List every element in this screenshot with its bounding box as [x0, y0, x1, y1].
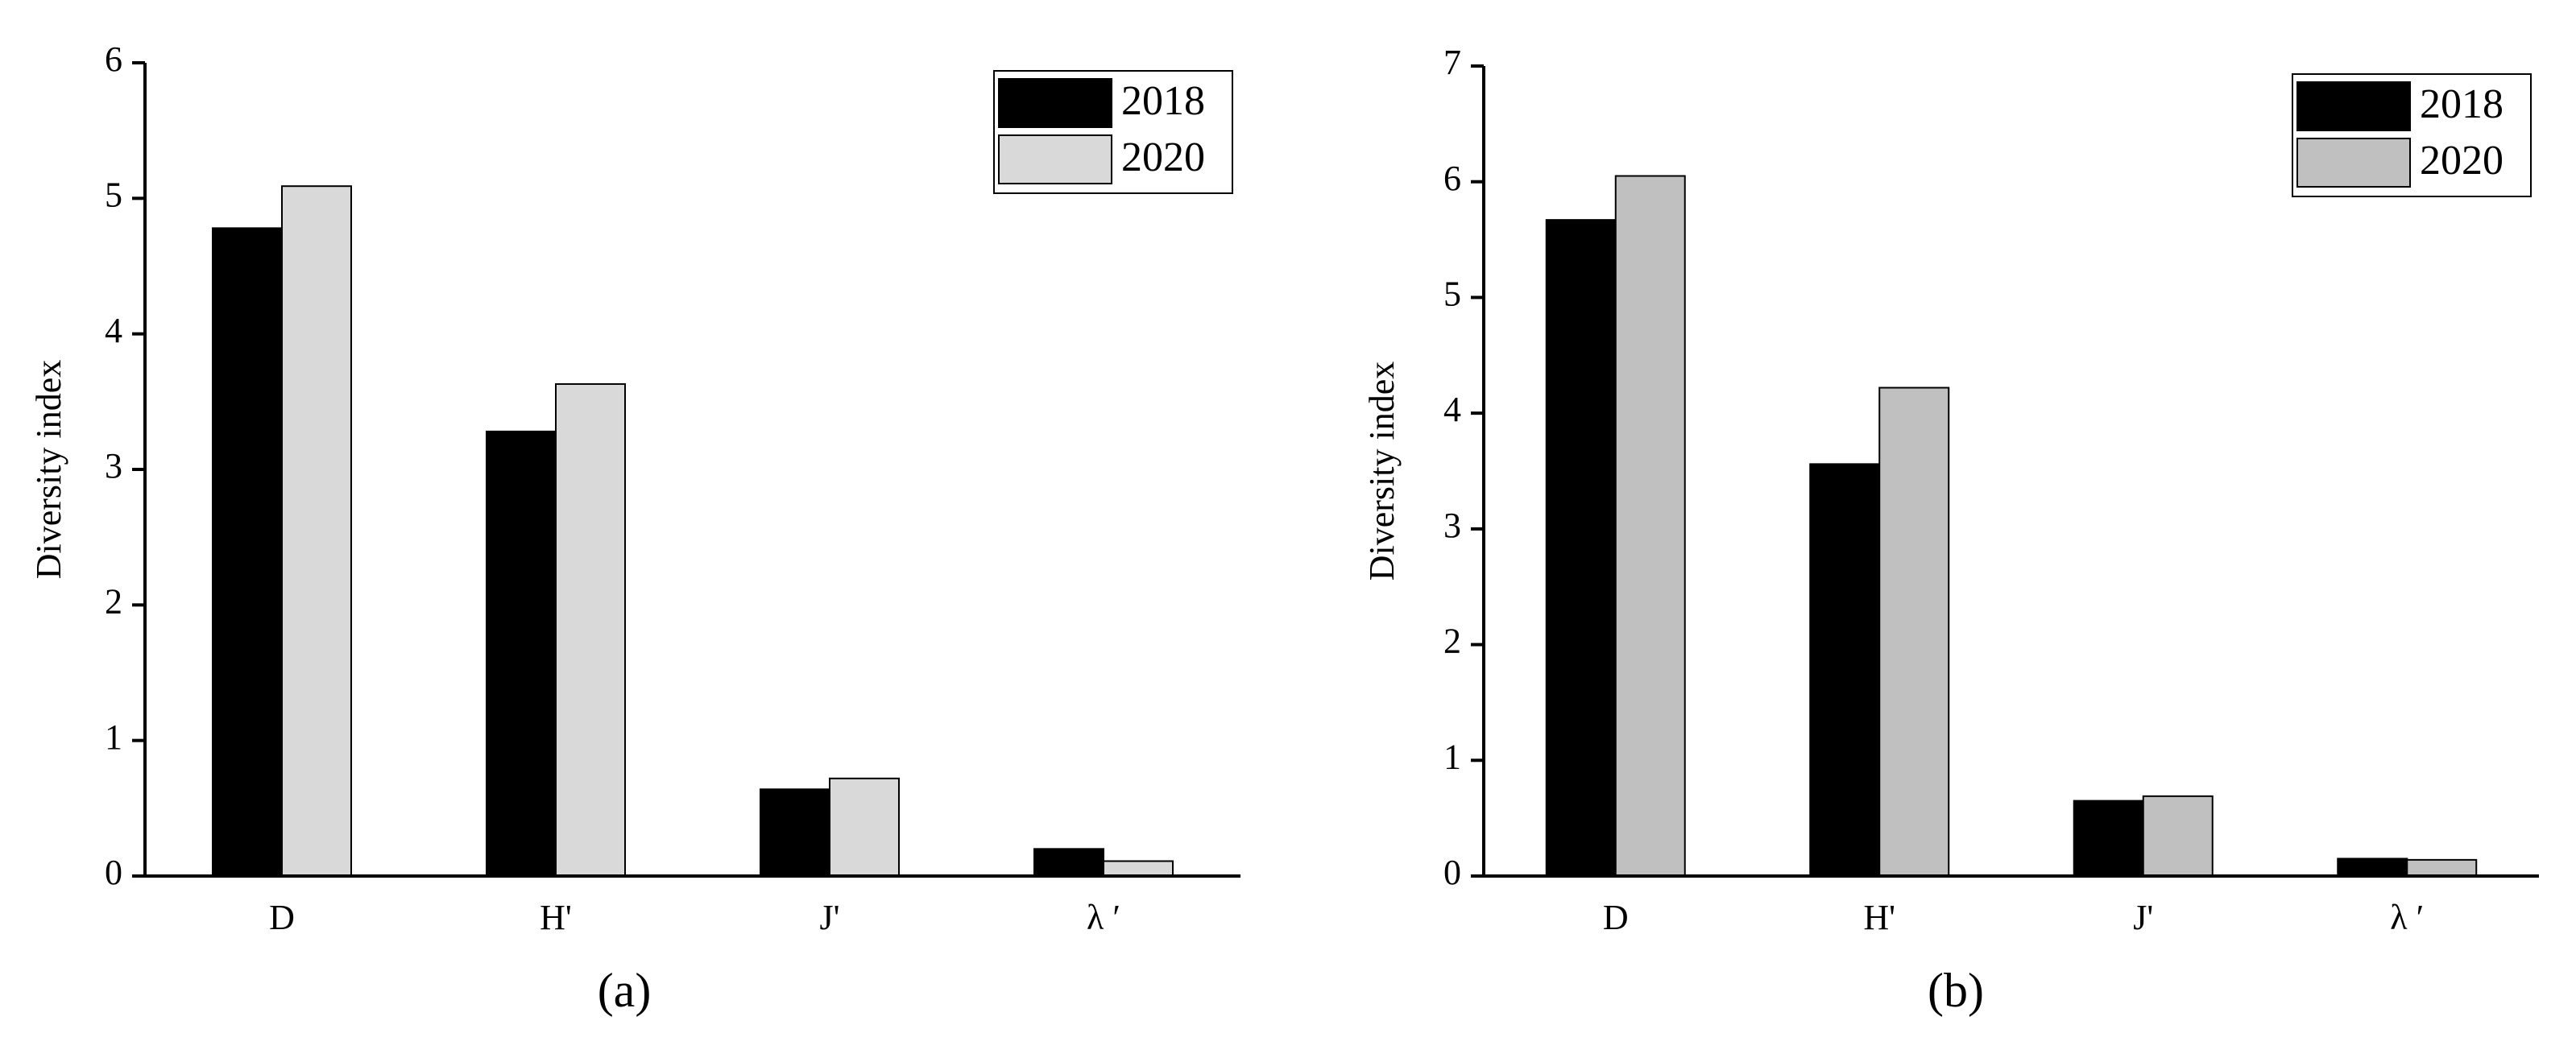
bar — [760, 788, 830, 877]
y-tick-label: 2 — [1443, 622, 1461, 661]
y-tick-label: 3 — [105, 446, 122, 486]
bar — [2142, 795, 2214, 878]
x-tick-label: H' — [540, 898, 572, 937]
y-tick-label: 1 — [1443, 737, 1461, 776]
y-tick-label: 2 — [105, 581, 122, 621]
bar — [1809, 463, 1881, 877]
x-tick-label: H' — [1863, 898, 1895, 937]
y-tick-label: 3 — [1443, 506, 1461, 545]
bar — [1878, 386, 1950, 878]
bar — [1614, 175, 1686, 877]
legend-swatch — [2296, 138, 2411, 188]
legend-label: 2020 — [1121, 134, 1205, 180]
x-tick-label: D — [269, 898, 295, 937]
bar — [2337, 858, 2408, 878]
bar — [1545, 219, 1617, 877]
y-tick-label: 7 — [1443, 43, 1461, 82]
x-tick-label: λ ′ — [2390, 898, 2424, 937]
y-axis-label: Diversity index — [29, 360, 68, 580]
y-tick-label: 1 — [105, 717, 122, 757]
legend-label: 2018 — [2420, 81, 2504, 127]
bar — [829, 777, 900, 877]
legend-swatch — [998, 78, 1112, 128]
y-axis-label: Diversity index — [1362, 362, 1402, 581]
y-tick-label: 6 — [105, 39, 122, 79]
bar — [2406, 858, 2478, 878]
y-tick-label: 0 — [105, 853, 122, 892]
bar — [212, 227, 283, 878]
x-tick-label: D — [1603, 898, 1629, 937]
bar — [281, 185, 352, 877]
legend-swatch — [2296, 81, 2411, 131]
bar — [2073, 800, 2144, 877]
x-tick-label: J' — [819, 898, 839, 937]
y-tick-label: 4 — [105, 311, 122, 350]
bar — [1033, 848, 1104, 878]
y-tick-label: 5 — [1443, 275, 1461, 314]
legend-label: 2020 — [2420, 138, 2504, 184]
bar — [486, 430, 557, 877]
x-tick-label: J' — [2133, 898, 2153, 937]
y-tick-label: 6 — [1443, 159, 1461, 198]
y-tick-label: 5 — [105, 175, 122, 214]
caption: (a) — [598, 964, 652, 1017]
caption: (b) — [1928, 964, 1984, 1017]
y-tick-label: 4 — [1443, 390, 1461, 429]
legend-label: 2018 — [1121, 78, 1205, 124]
y-tick-label: 0 — [1443, 853, 1461, 892]
bar — [1103, 860, 1174, 877]
x-tick-label: λ ′ — [1087, 898, 1120, 937]
bar — [555, 382, 626, 877]
legend-swatch — [998, 134, 1112, 184]
